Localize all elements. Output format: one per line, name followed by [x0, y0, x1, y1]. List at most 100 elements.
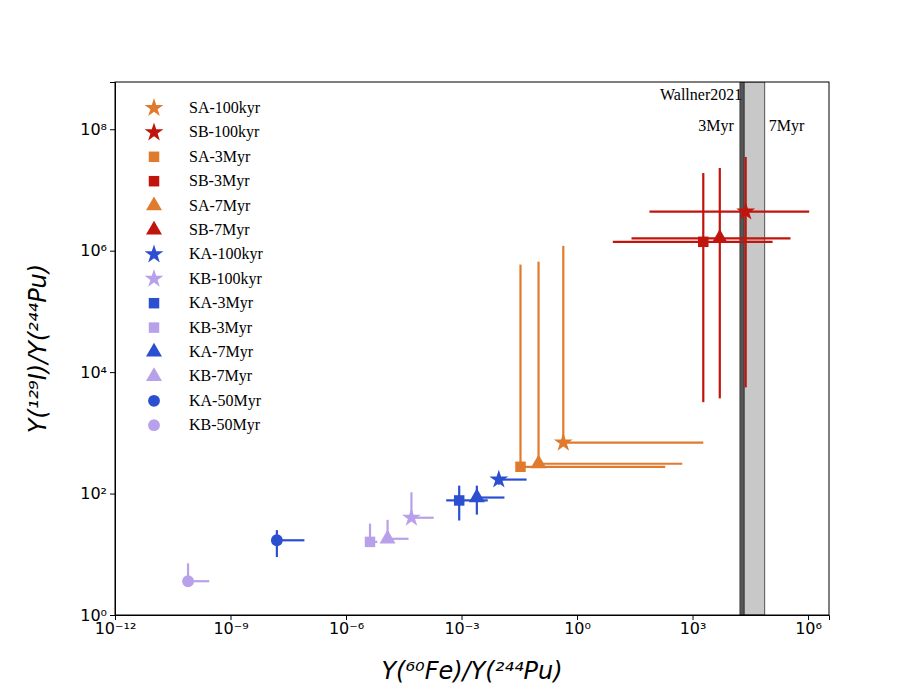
x-error-bar: [613, 241, 773, 243]
legend-marker: [146, 343, 162, 357]
series: [402, 492, 434, 525]
series: [446, 486, 488, 521]
y-tick-label: 10⁶: [80, 241, 107, 260]
legend-item: KA-3Myr: [149, 294, 254, 312]
legend-item: KB-3Myr: [149, 319, 253, 337]
legend: SA-100kyr SB-100kyr SA-3Myr SB-3Myr SA-7Myr S…: [145, 98, 264, 434]
y-axis-line: [110, 83, 116, 616]
y-axis-title: Y(¹²⁹I)/Y(²⁴⁴Pu): [24, 264, 52, 433]
legend-marker: [149, 322, 159, 332]
y-tick: 10⁴: [80, 363, 115, 382]
x-tick-label: 10⁻³: [444, 619, 479, 638]
legend-label: KA-7Myr: [189, 343, 254, 361]
y-tick-mark: [110, 372, 115, 373]
point: [736, 202, 755, 220]
y-tick-label: 10²: [80, 484, 107, 503]
series: [554, 246, 703, 451]
band-label: 7Myr: [769, 117, 805, 135]
y-error-bar: [719, 168, 721, 398]
point: [182, 575, 194, 587]
y-error-bar: [519, 265, 521, 467]
band: [744, 82, 765, 615]
legend-item: KB-50Myr: [148, 416, 261, 434]
series: [632, 168, 791, 398]
x-tick: 10³: [680, 615, 707, 638]
series: [489, 470, 526, 488]
point: [554, 433, 573, 451]
legend-item: SA-100kyr: [145, 98, 261, 117]
point: [365, 537, 375, 547]
legend-marker: [149, 152, 159, 162]
point: [454, 495, 464, 505]
legend-item: SA-7Myr: [146, 196, 251, 214]
legend-label: SA-3Myr: [189, 148, 251, 166]
x-axis-title: Y(⁶⁰Fe)/Y(²⁴⁴Pu): [381, 657, 562, 685]
y-tick-mark: [110, 494, 115, 495]
legend-label: KA-100kyr: [189, 245, 263, 263]
legend-label: KB-50Myr: [189, 416, 261, 434]
chart: 10⁻¹²10⁻⁹10⁻⁶10⁻³10⁰10³10⁶10⁰10²10⁴10⁶10…: [0, 0, 921, 691]
series: [365, 524, 378, 548]
plot-frame: [115, 82, 829, 615]
y-error-bar: [702, 173, 704, 402]
legend-label: KA-3Myr: [189, 294, 254, 312]
y-tick-label: 10⁰: [80, 606, 107, 625]
point: [271, 534, 283, 546]
y-tick: 10⁰: [80, 606, 115, 625]
legend-label: SB-7Myr: [189, 221, 250, 239]
series: [469, 486, 505, 515]
x-tick: 10⁰: [564, 615, 591, 638]
band-label: 3Myr: [698, 117, 734, 135]
legend-item: KA-50Myr: [148, 392, 262, 410]
legend-label: SB-3Myr: [189, 172, 250, 190]
legend-item: SB-3Myr: [149, 172, 250, 190]
legend-label: SA-7Myr: [189, 197, 251, 215]
x-tick-label: 10³: [680, 619, 707, 638]
x-error-bar: [649, 211, 809, 213]
x-axis: 10⁻¹²10⁻⁹10⁻⁶10⁻³10⁰10³10⁶: [95, 615, 830, 638]
series: [271, 530, 304, 557]
y-error-bar: [537, 262, 539, 464]
legend-marker: [145, 269, 164, 287]
legend-marker: [148, 395, 160, 407]
y-tick-mark: [110, 615, 115, 616]
legend-item: KA-7Myr: [146, 343, 254, 361]
x-tick-label: 10⁶: [795, 619, 822, 638]
x-tick-label: 10⁻⁹: [213, 619, 248, 638]
legend-item: KA-100kyr: [145, 245, 264, 264]
x-tick: 10⁶: [795, 615, 822, 638]
y-tick-mark: [110, 129, 115, 130]
legend-marker: [146, 367, 162, 381]
legend-item: SB-7Myr: [146, 221, 250, 239]
x-error-bar: [539, 463, 683, 465]
point: [515, 462, 525, 472]
x-error-bar: [632, 237, 791, 239]
legend-marker: [149, 298, 159, 308]
y-error-bar: [745, 157, 747, 387]
plot-area: [182, 82, 809, 615]
legend-item: SB-100kyr: [145, 123, 260, 142]
legend-marker: [145, 123, 164, 141]
annotation: Wallner2021: [660, 86, 742, 103]
x-tick: 10⁻³: [444, 615, 479, 638]
legend-marker: [148, 419, 160, 431]
legend-item: KB-100kyr: [145, 269, 263, 288]
legend-label: KA-50Myr: [189, 392, 262, 410]
point: [712, 229, 728, 243]
x-error-bar: [563, 442, 703, 444]
legend-label: KB-100kyr: [189, 270, 263, 288]
point: [489, 470, 508, 488]
point: [531, 455, 547, 469]
x-tick-label: 10⁰: [564, 619, 591, 638]
series: [531, 262, 683, 469]
legend-label: SA-100kyr: [189, 99, 261, 117]
y-axis: 10⁰10²10⁴10⁶10⁸: [80, 83, 115, 625]
legend-label: SB-100kyr: [189, 123, 260, 141]
legend-marker: [145, 245, 164, 263]
x-tick: 10⁻⁹: [213, 615, 248, 638]
series: [649, 157, 809, 387]
legend-label: KB-7Myr: [189, 367, 253, 385]
y-tick: 10⁶: [80, 241, 115, 260]
legend-label: KB-3Myr: [189, 319, 253, 337]
x-tick: 10⁻⁶: [329, 615, 364, 638]
